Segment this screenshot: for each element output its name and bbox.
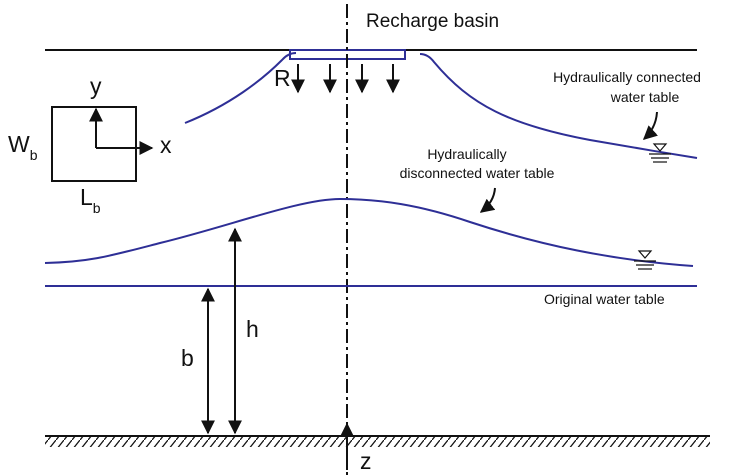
length-main: L bbox=[80, 184, 93, 210]
h-label: h bbox=[246, 316, 259, 342]
water-table-symbol bbox=[634, 250, 656, 270]
z-label: z bbox=[360, 448, 372, 474]
width-main: W bbox=[8, 131, 30, 157]
width-label: Wb bbox=[8, 131, 38, 163]
disconnected-label: disconnected water table bbox=[400, 165, 555, 181]
water-table-symbol bbox=[649, 143, 671, 163]
connected-pointer bbox=[642, 111, 659, 140]
disconnected-label: Hydraulically bbox=[427, 146, 506, 162]
connected-water-table bbox=[184, 52, 698, 159]
recharge-label: R bbox=[274, 65, 291, 91]
base-hatch bbox=[45, 436, 710, 447]
disconnected-water-table bbox=[44, 197, 694, 267]
recharge-arrows bbox=[291, 64, 400, 94]
width-sub: b bbox=[30, 147, 38, 163]
connected-label: water table bbox=[610, 89, 680, 105]
length-label: Lb bbox=[80, 184, 101, 216]
b-label: b bbox=[181, 345, 194, 371]
x-label: x bbox=[160, 132, 172, 158]
basin-plan-box bbox=[51, 106, 137, 182]
y-label: y bbox=[90, 73, 102, 99]
length-sub: b bbox=[93, 200, 101, 216]
connected-label: Hydraulically connected bbox=[553, 69, 701, 85]
disconnected-pointer bbox=[479, 187, 496, 213]
basin-label: Recharge basin bbox=[366, 11, 499, 32]
original-label: Original water table bbox=[544, 291, 665, 307]
